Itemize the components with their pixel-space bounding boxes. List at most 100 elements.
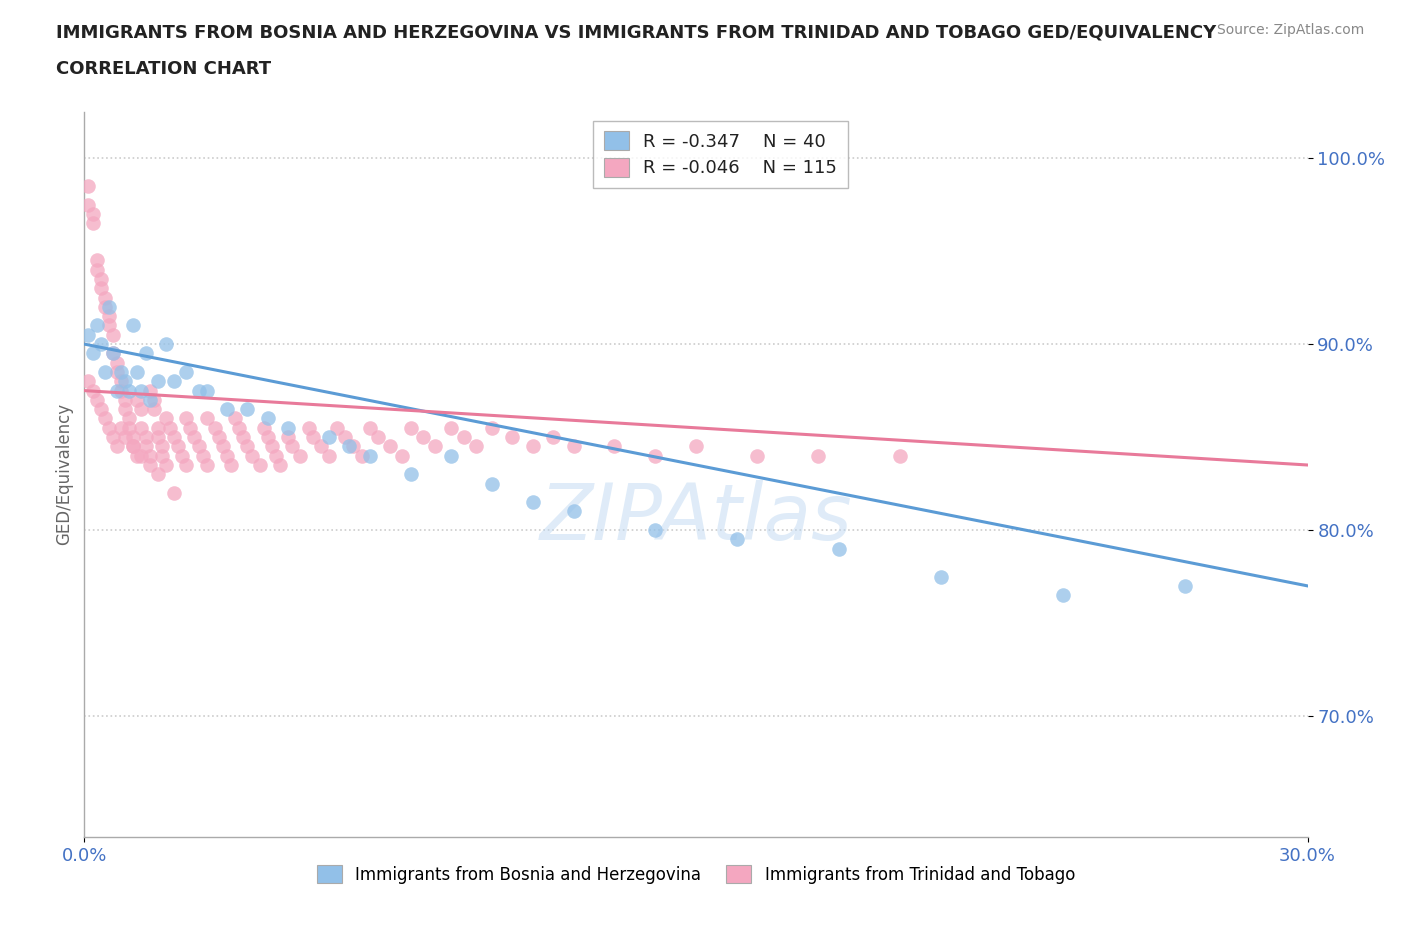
Point [195, 411, 218, 426]
Point [122, 430, 145, 445]
Point [236, 402, 259, 417]
Point [82, 383, 104, 398]
Point [183, 430, 205, 445]
Point [236, 439, 259, 454]
Point [101, 430, 124, 445]
Point [257, 411, 280, 426]
Point [889, 448, 911, 463]
Text: Source: ZipAtlas.com: Source: ZipAtlas.com [1216, 23, 1364, 37]
Point [93, 299, 115, 314]
Point [127, 448, 149, 463]
Point [179, 420, 201, 435]
Point [644, 523, 666, 538]
Point [562, 439, 585, 454]
Point [380, 439, 402, 454]
Point [90, 281, 112, 296]
Point [240, 448, 263, 463]
Point [1174, 578, 1197, 593]
Point [90, 272, 112, 286]
Point [142, 392, 165, 407]
Point [131, 383, 153, 398]
Point [195, 383, 218, 398]
Point [97, 420, 120, 435]
Point [93, 411, 115, 426]
Point [90, 337, 112, 352]
Point [127, 392, 149, 407]
Point [359, 448, 381, 463]
Point [105, 355, 128, 370]
Point [174, 365, 197, 379]
Point [82, 346, 104, 361]
Point [77, 374, 100, 389]
Text: ZIPAtlas: ZIPAtlas [540, 480, 852, 556]
Point [97, 318, 120, 333]
Point [146, 430, 169, 445]
Y-axis label: GED/Equivalency: GED/Equivalency [55, 404, 73, 545]
Point [150, 448, 173, 463]
Point [217, 448, 239, 463]
Point [97, 309, 120, 324]
Point [172, 448, 194, 463]
Point [131, 402, 153, 417]
Point [77, 327, 100, 342]
Point [253, 420, 276, 435]
Point [110, 374, 132, 389]
Point [135, 439, 157, 454]
Point [212, 439, 235, 454]
Point [543, 430, 565, 445]
Point [86, 262, 108, 277]
Point [155, 411, 177, 426]
Point [122, 439, 145, 454]
Point [191, 448, 214, 463]
Point [725, 532, 748, 547]
Point [114, 374, 136, 389]
Point [142, 402, 165, 417]
Point [77, 179, 100, 193]
Point [114, 392, 136, 407]
Point [326, 420, 349, 435]
Point [118, 420, 141, 435]
Point [131, 420, 153, 435]
Point [522, 439, 544, 454]
Point [335, 430, 357, 445]
Text: IMMIGRANTS FROM BOSNIA AND HERZEGOVINA VS IMMIGRANTS FROM TRINIDAD AND TOBAGO GE: IMMIGRANTS FROM BOSNIA AND HERZEGOVINA V… [56, 23, 1216, 41]
Point [82, 216, 104, 231]
Point [350, 448, 373, 463]
Point [423, 439, 446, 454]
Point [522, 495, 544, 510]
Point [114, 430, 136, 445]
Point [167, 439, 190, 454]
Point [131, 448, 153, 463]
Point [264, 448, 287, 463]
Point [146, 420, 169, 435]
Point [93, 290, 115, 305]
Point [208, 430, 231, 445]
Point [399, 420, 422, 435]
Point [163, 374, 186, 389]
Point [174, 411, 197, 426]
Point [929, 569, 952, 584]
Point [135, 346, 157, 361]
Point [1052, 588, 1074, 603]
Point [135, 430, 157, 445]
Point [101, 346, 124, 361]
Point [163, 430, 186, 445]
Point [204, 420, 226, 435]
Point [187, 383, 209, 398]
Point [502, 430, 524, 445]
Point [114, 402, 136, 417]
Point [232, 430, 254, 445]
Point [260, 439, 283, 454]
Point [217, 402, 239, 417]
Point [105, 365, 128, 379]
Point [747, 448, 769, 463]
Point [122, 439, 145, 454]
Point [257, 430, 280, 445]
Point [464, 439, 486, 454]
Point [146, 467, 169, 482]
Point [195, 458, 218, 472]
Point [97, 299, 120, 314]
Point [110, 365, 132, 379]
Point [309, 439, 332, 454]
Point [138, 392, 160, 407]
